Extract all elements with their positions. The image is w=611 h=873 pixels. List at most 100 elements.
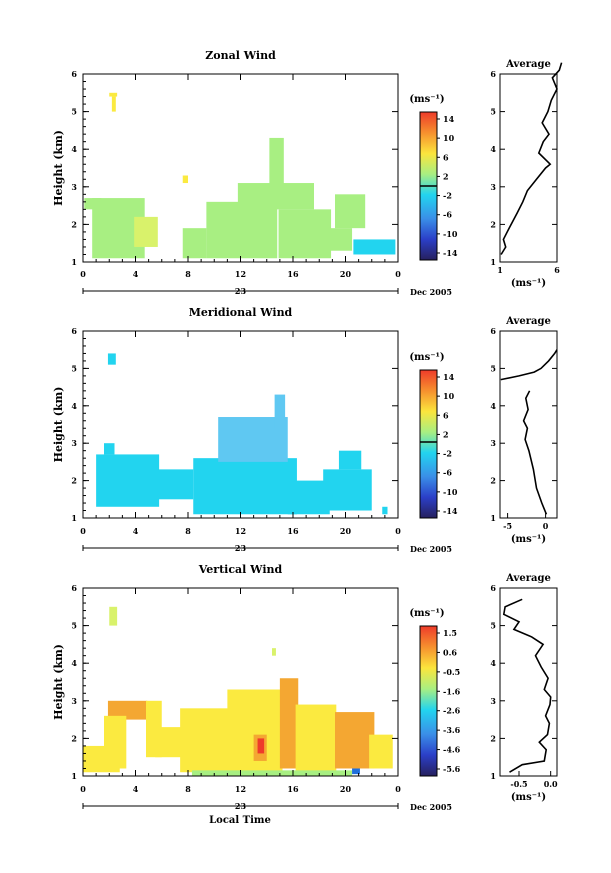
x-axis-label: Local Time	[209, 815, 271, 826]
field-cell	[323, 469, 372, 511]
field-cell	[274, 394, 286, 429]
field-cell	[182, 228, 207, 259]
colorbar	[419, 625, 438, 777]
colorbar-tick-label: -1.6	[443, 686, 461, 696]
day-label: 23	[235, 543, 247, 553]
avg-y-tick-label: 6	[490, 69, 496, 79]
y-axis-label: Height (km)	[52, 387, 65, 463]
y-tick-label: 4	[71, 144, 77, 154]
colorbar-unit: (ms⁻¹)	[409, 352, 444, 363]
average-profile-line	[502, 598, 552, 773]
colorbar-tick-label: -6	[443, 468, 452, 478]
colorbar-tick-label: 2	[443, 429, 449, 439]
x-tick-label: 16	[287, 269, 299, 279]
y-tick-label: 1	[71, 513, 77, 523]
avg-y-tick-label: 2	[490, 476, 496, 486]
x-tick-label: 0	[80, 526, 86, 536]
x-tick-label: 0	[395, 784, 401, 794]
field-cell	[107, 700, 148, 720]
x-tick-label: 8	[185, 526, 191, 536]
field-cell	[109, 606, 118, 626]
avg-x-tick-label: 0	[543, 521, 549, 531]
avg-x-tick-label: -5	[503, 521, 512, 531]
x-tick-label: 0	[80, 269, 86, 279]
colorbar-tick-label: -3.6	[443, 725, 461, 735]
colorbar-tick-label: 14	[443, 372, 455, 382]
colorbar-tick-label: -2	[443, 191, 452, 201]
avg-y-tick-label: 3	[490, 438, 496, 448]
avg-y-tick-label: 1	[490, 257, 496, 267]
colorbar-tick-label: -5.6	[443, 764, 461, 774]
field-cell	[182, 175, 188, 184]
field-cell	[321, 228, 353, 251]
colorbar-tick-label: -14	[443, 506, 458, 516]
field-cell	[279, 678, 299, 769]
panel-1	[82, 330, 558, 551]
colorbar-tick-label: 10	[443, 133, 455, 143]
colorbar-unit: (ms⁻¹)	[409, 94, 444, 105]
avg-y-tick-label: 4	[490, 401, 496, 411]
y-axis-label: Height (km)	[52, 644, 65, 720]
colorbar-tick-label: -14	[443, 248, 458, 258]
x-tick-label: 8	[185, 269, 191, 279]
day-label: 23	[235, 801, 247, 811]
colorbar-tick-label: -4.6	[443, 745, 461, 755]
field-cell	[104, 715, 127, 769]
field-cell	[352, 768, 360, 775]
field-cell	[353, 239, 396, 255]
colorbar-tick-label: 14	[443, 114, 455, 124]
y-tick-label: 5	[71, 621, 77, 631]
x-tick-label: 0	[80, 784, 86, 794]
field-cell	[237, 183, 314, 210]
avg-y-tick-label: 5	[490, 621, 496, 631]
y-tick-label: 1	[71, 257, 77, 267]
colorbar-tick-label: 1.5	[443, 628, 457, 638]
average-profile-line	[500, 349, 558, 515]
x-tick-label: 12	[235, 784, 246, 794]
x-tick-label: 0	[395, 269, 401, 279]
y-tick-label: 4	[71, 658, 77, 668]
y-tick-label: 6	[71, 326, 77, 336]
y-tick-label: 6	[71, 69, 77, 79]
x-tick-label: 20	[340, 526, 352, 536]
avg-y-tick-label: 6	[490, 326, 496, 336]
x-tick-label: 16	[287, 526, 299, 536]
colorbar	[419, 369, 438, 519]
average-frame	[499, 587, 558, 777]
colorbar-tick-label: -10	[443, 229, 458, 239]
colorbar-tick-label: -0.5	[443, 667, 460, 677]
y-tick-label: 4	[71, 401, 77, 411]
avg-y-tick-label: 1	[490, 513, 496, 523]
average-title: Average	[505, 316, 551, 327]
field-cell	[134, 216, 158, 247]
avg-unit-label: (ms⁻¹)	[511, 278, 546, 289]
average-title: Average	[505, 573, 551, 584]
field-cell	[109, 92, 118, 97]
field-cell	[206, 201, 278, 259]
y-tick-label: 3	[71, 696, 77, 706]
y-tick-label: 2	[71, 219, 77, 229]
average-title: Average	[505, 59, 551, 70]
colorbar-unit: (ms⁻¹)	[409, 608, 444, 619]
field-cell	[335, 194, 366, 229]
x-tick-label: 8	[185, 784, 191, 794]
panel-title: Zonal Wind	[205, 49, 276, 62]
avg-y-tick-label: 3	[490, 696, 496, 706]
x-tick-label: 4	[133, 784, 139, 794]
colorbar-tick-label: 2	[443, 171, 449, 181]
colorbar-tick-label: -2	[443, 449, 452, 459]
avg-x-tick-label: 6	[554, 265, 560, 275]
field-cell	[96, 454, 160, 507]
colorbar-tick-label: 0.6	[443, 647, 457, 657]
avg-y-tick-label: 6	[490, 583, 496, 593]
panel-title: Meridional Wind	[189, 306, 293, 319]
average-profile-line	[500, 62, 563, 255]
field-cell	[335, 712, 375, 769]
average-frame	[499, 330, 558, 519]
field-cell	[338, 450, 362, 470]
y-tick-label: 2	[71, 476, 77, 486]
y-tick-label: 6	[71, 583, 77, 593]
y-tick-label: 1	[71, 771, 77, 781]
field-cell	[156, 469, 194, 500]
x-tick-label: 4	[133, 526, 139, 536]
